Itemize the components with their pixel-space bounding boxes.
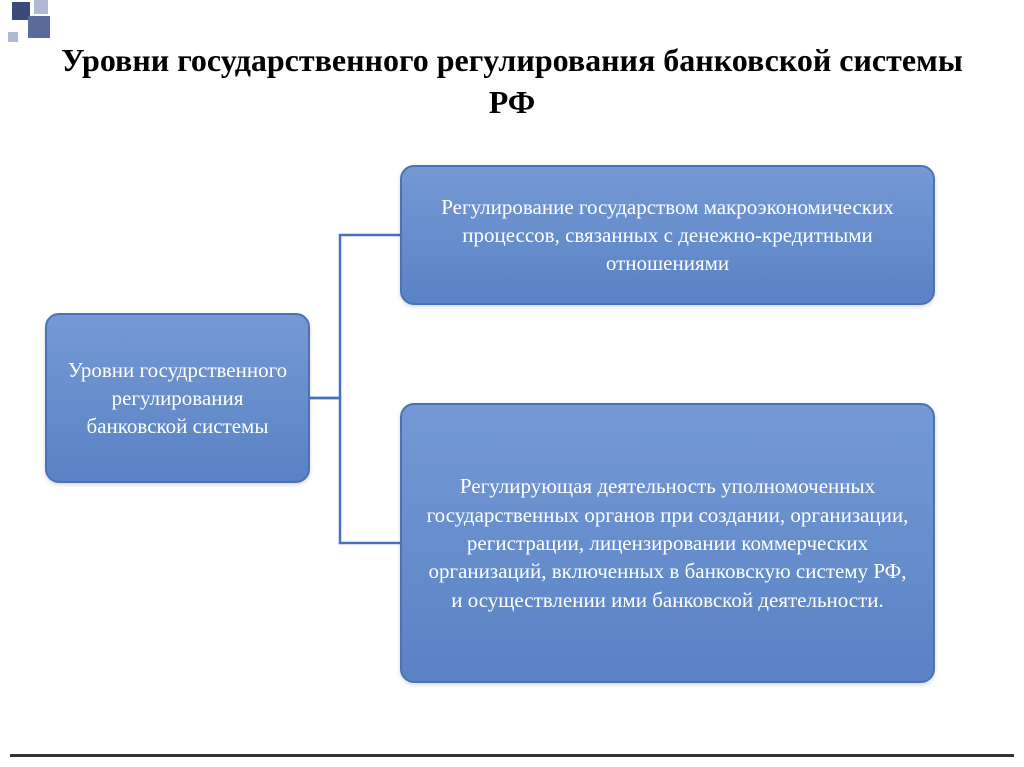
branch-node-2: Регулирующая деятельность уполномоченных… (400, 403, 935, 683)
corner-decoration (0, 0, 60, 60)
root-node-text: Уровни госудрственного регулирования бан… (67, 356, 288, 441)
root-node: Уровни госудрственного регулирования бан… (45, 313, 310, 483)
branch-node-2-text: Регулирующая деятельность уполномоченных… (422, 472, 913, 614)
deco-square (8, 32, 18, 42)
regulation-levels-diagram: Уровни госудрственного регулирования бан… (0, 153, 1024, 693)
deco-square (28, 16, 50, 38)
footer-divider (10, 754, 1014, 757)
slide-title: Уровни государственного регулирования ба… (0, 0, 1024, 153)
deco-square (34, 0, 48, 14)
branch-node-1: Регулирование государством макроэкономич… (400, 165, 935, 305)
branch-node-1-text: Регулирование государством макроэкономич… (422, 193, 913, 278)
